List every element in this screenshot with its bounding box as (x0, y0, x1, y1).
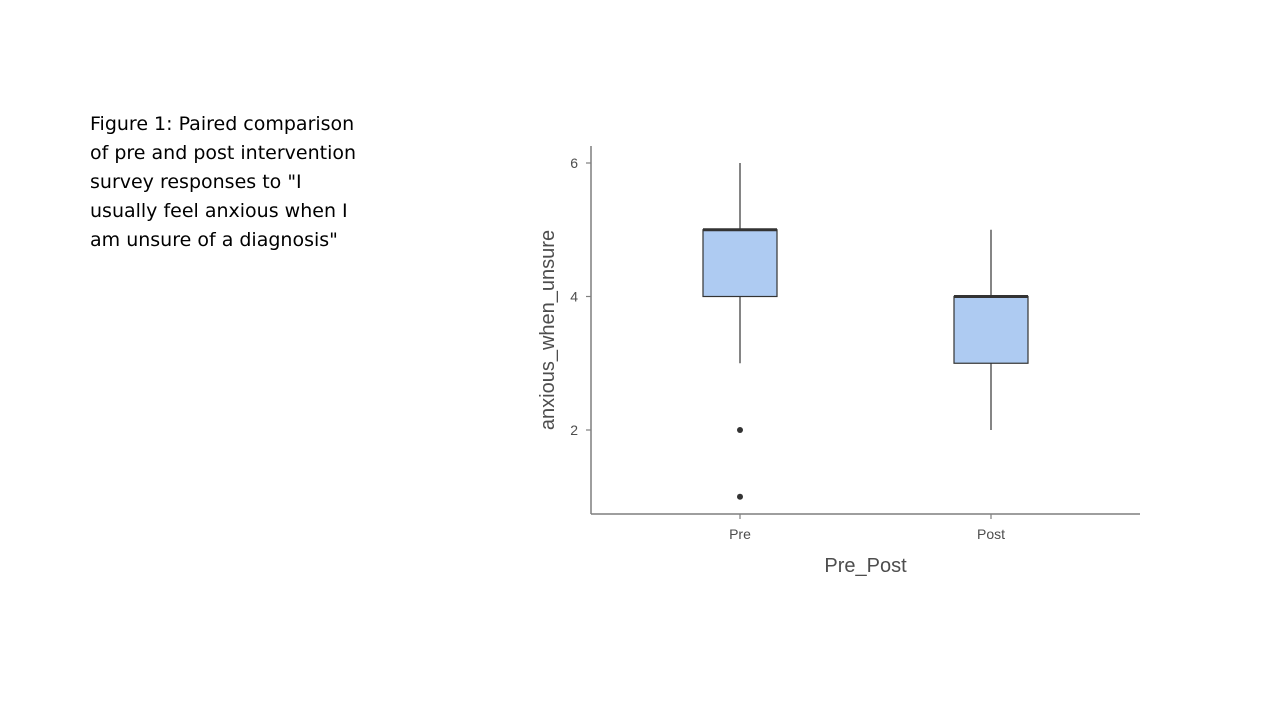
y-tick-label: 6 (570, 155, 578, 171)
chart-marks (702, 163, 1029, 500)
axes: 2 4 6 Pre Post (570, 146, 1140, 542)
box (953, 295, 1029, 364)
y-tick-label: 4 (570, 289, 578, 305)
outlier-point (737, 427, 743, 433)
y-axis-title: anxious_when_unsure (537, 230, 559, 430)
outlier-point (737, 493, 743, 500)
box (702, 229, 778, 298)
box-group-pre (702, 163, 778, 500)
y-tick-label: 2 (570, 422, 578, 438)
box-group-post (953, 229, 1029, 430)
x-tick-label: Pre (729, 526, 751, 542)
figure-caption: Figure 1: Paired comparison of pre and p… (90, 113, 357, 251)
x-axis-title: Pre_Post (824, 555, 907, 577)
x-tick-label: Post (977, 526, 1005, 542)
